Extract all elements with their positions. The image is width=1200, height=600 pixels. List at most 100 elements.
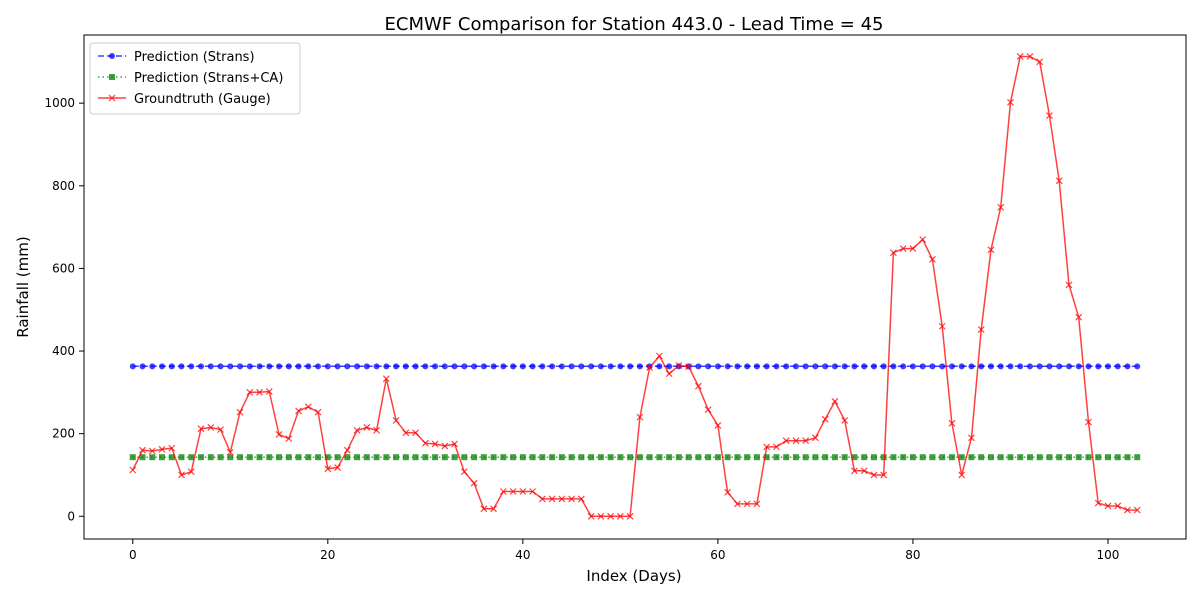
data-point [607,363,614,370]
data-point [919,236,927,243]
data-point [880,454,887,461]
data-point [227,363,234,370]
data-point [1114,454,1121,461]
data-point [295,454,302,461]
data-point [694,382,702,390]
y-tick-label: 400 [52,344,75,358]
data-point [334,454,341,461]
data-point [178,471,185,479]
data-point [285,363,292,370]
data-point [139,446,146,454]
data-point [305,363,312,370]
data-point [744,363,751,370]
data-point [529,488,537,495]
data-point [480,363,487,370]
data-point [646,454,653,461]
data-point [451,454,458,461]
x-axis: 0 20 40 60 80 100 [129,539,1119,562]
data-point [743,500,751,508]
data-point [899,245,907,253]
data-point [460,468,468,476]
data-point [597,454,604,461]
data-point [1114,363,1121,370]
data-point [324,363,331,370]
data-point [948,363,955,370]
legend-label: Groundtruth (Gauge) [134,92,271,107]
data-point [811,434,819,442]
data-point [509,488,517,495]
data-point [158,445,166,453]
data-point [890,363,897,370]
data-point [705,454,712,461]
data-point [538,495,546,503]
data-point [285,435,293,443]
data-point [500,454,507,461]
data-point [1124,506,1131,514]
data-point [890,454,897,461]
data-point [1065,454,1072,461]
data-point [1085,363,1092,370]
data-point [1055,177,1063,185]
data-point [568,495,576,503]
data-point [880,471,888,479]
data-point [841,417,849,424]
y-tick-label: 1000 [44,96,75,110]
data-point [1104,454,1111,461]
legend-label: Prediction (Strans) [134,50,255,65]
data-point [510,454,517,461]
data-point [753,363,760,370]
data-point [373,363,380,370]
data-point [773,454,780,461]
data-point [382,375,390,383]
data-point [295,363,302,370]
data-point [734,454,741,461]
data-point [471,363,478,370]
data-point [256,454,263,461]
data-point [763,363,770,370]
data-point [958,454,965,461]
data-point [285,454,292,461]
data-point [1026,363,1033,370]
data-point [402,363,409,370]
data-point [607,512,615,520]
data-point [880,363,887,370]
data-point [792,363,799,370]
data-point [773,363,780,370]
data-point [392,417,400,424]
data-point [431,440,439,448]
data-point [217,454,224,461]
data-point [1056,454,1063,461]
data-point [1134,454,1141,461]
data-point [1046,454,1053,461]
data-point [929,363,936,370]
data-point [1046,363,1053,370]
data-point [939,454,946,461]
data-point [929,454,936,461]
data-point [587,512,595,520]
data-point [198,454,205,461]
data-point [666,454,673,461]
data-point [324,454,331,461]
data-point [198,363,205,370]
data-point [939,363,946,370]
data-point [1094,499,1102,507]
data-point [909,363,916,370]
data-point [558,495,566,503]
data-point [958,363,965,370]
data-point [441,363,448,370]
data-point [421,439,429,447]
data-point [1134,363,1141,370]
data-point [1017,454,1024,461]
data-point [870,363,877,370]
data-point [695,454,702,461]
data-point [393,454,400,461]
data-point [636,454,643,461]
data-point [568,363,575,370]
data-point [616,512,624,520]
plot-area [129,53,1141,520]
data-point [188,363,195,370]
data-point [275,431,283,438]
data-point [861,363,868,370]
legend-item: Prediction (Strans+CA) [98,71,283,86]
